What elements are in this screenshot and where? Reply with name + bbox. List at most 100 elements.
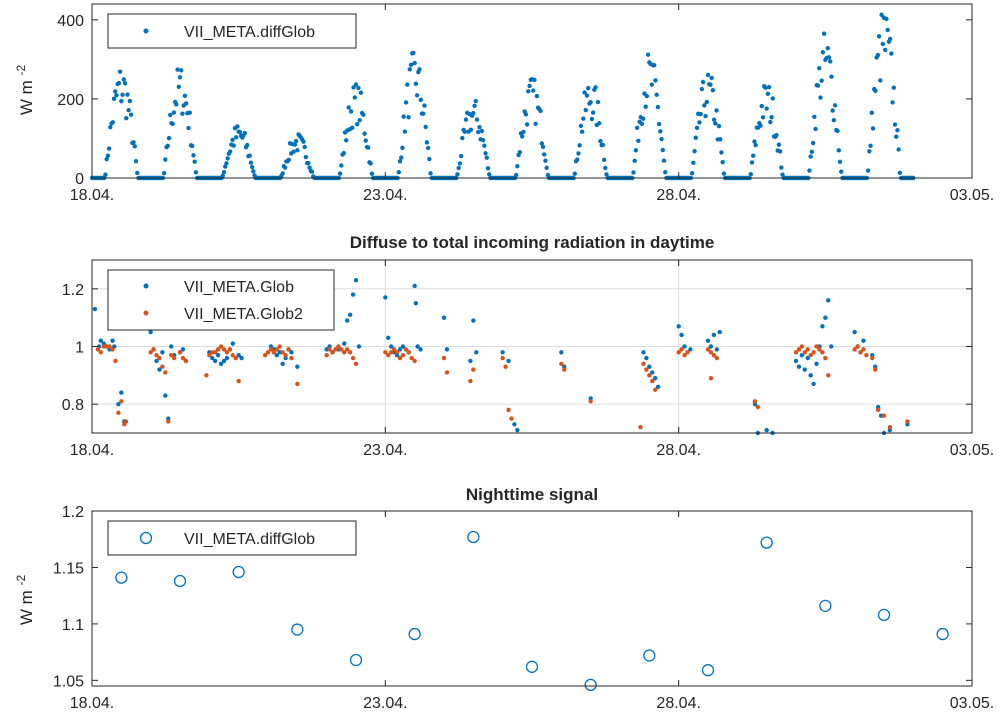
panel-2-data-point xyxy=(116,401,121,407)
panel-2-data-point xyxy=(559,361,564,366)
panel-1-data-point xyxy=(424,140,430,145)
panel-1-data-point xyxy=(779,165,784,170)
panel-2-legend-label-glob: VII_META.Glob xyxy=(184,279,294,296)
panel-2-data-point xyxy=(852,329,857,335)
panel-2-data-point xyxy=(887,425,893,430)
panel-1-y-tick-label: 400 xyxy=(57,13,84,30)
panel-2-data-point xyxy=(277,344,282,349)
panel-2-data-point xyxy=(183,358,189,364)
panel-2-data-point xyxy=(180,355,186,361)
panel-1-data-point xyxy=(224,161,229,166)
panel-1-data-point xyxy=(182,93,188,99)
panel-1-data-point xyxy=(457,161,463,166)
panel-1-data-point xyxy=(400,145,405,151)
panel-1-data-point xyxy=(633,148,639,153)
panel-1-data-point xyxy=(301,139,306,144)
panel-2-data-point xyxy=(641,350,646,355)
panel-1-data-point xyxy=(636,138,641,143)
panel-2-data-point xyxy=(682,352,687,358)
panel-1-data-point xyxy=(125,92,130,97)
panel-1-data-point xyxy=(458,153,464,159)
panel-2-data-point xyxy=(391,347,397,352)
panel-1-data-point xyxy=(711,117,717,122)
panel-1-data-point xyxy=(186,125,191,131)
panel-2-data-point xyxy=(218,361,224,366)
panel-1-data-point xyxy=(427,156,432,162)
panel-1-data-point xyxy=(119,98,124,104)
panel-1-data-point xyxy=(474,117,480,122)
panel-1-data-point xyxy=(455,172,460,177)
panel-1-data-point xyxy=(485,166,491,171)
panel-1-data-point xyxy=(758,123,763,128)
panel-2-data-point xyxy=(714,355,719,361)
panel-1-data-point xyxy=(353,82,359,87)
panel-1-data-point xyxy=(403,100,409,105)
panel-1-data-point xyxy=(579,129,585,134)
panel-1-data-point xyxy=(472,103,477,108)
panel-2-data-point xyxy=(157,367,162,372)
panel-2-data-point xyxy=(655,384,661,390)
panel-3-y-axis-label: W m -2 xyxy=(14,575,36,626)
panel-1-data-point xyxy=(691,160,696,165)
panel-2-data-point xyxy=(503,364,508,369)
panel-1-data-point xyxy=(468,127,474,133)
panel-2-title: Diffuse to total incoming radiation in d… xyxy=(350,233,715,252)
panel-1-data-point xyxy=(191,153,196,158)
panel-2-data-point xyxy=(641,361,646,366)
panel-1-data-point xyxy=(835,128,840,134)
panel-1-data-point xyxy=(122,81,128,86)
panel-1-data-point xyxy=(589,116,595,122)
panel-2-data-point xyxy=(213,358,218,364)
panel-2-data-point xyxy=(350,355,356,361)
panel-2-data-point xyxy=(148,329,153,335)
panel-3-x-tick-label: 23.04. xyxy=(363,695,407,712)
panel-nighttime-signal: Nighttime signal 18.04. 23.04. 28.04. 03.05… xyxy=(14,485,994,712)
panel-1-data-point xyxy=(700,79,706,85)
panel-2-data-point xyxy=(638,425,643,430)
panel-2-x-tick-label: 28.04. xyxy=(656,442,700,459)
panel-2-data-point xyxy=(151,347,156,352)
panel-2-data-point xyxy=(160,350,165,355)
panel-1-data-point xyxy=(225,156,230,161)
panel-1-data-point xyxy=(661,158,667,163)
panel-1-data-point xyxy=(890,100,895,105)
panel-2-data-point xyxy=(356,344,362,349)
panel-1-data-point xyxy=(362,131,367,136)
panel-1-data-point xyxy=(643,104,648,109)
panel-2-data-point xyxy=(799,352,805,358)
panel-2-data-point xyxy=(676,324,681,329)
panel-1-data-point xyxy=(339,163,344,168)
panel-1-data-point xyxy=(831,117,837,123)
panel-1-x-tick-label: 28.04. xyxy=(656,187,700,204)
panel-1-data-point xyxy=(583,107,588,113)
panel-2-data-point xyxy=(95,347,101,352)
panel-1-data-point xyxy=(161,171,167,176)
panel-3-data-point xyxy=(525,660,539,673)
panel-2-data-point xyxy=(295,381,300,387)
panel-1-data-point xyxy=(763,85,768,90)
panel-2-data-point xyxy=(905,419,910,424)
panel-1-data-point xyxy=(593,85,598,90)
panel-1-data-point xyxy=(421,111,426,116)
panel-1-data-point xyxy=(192,159,197,164)
panel-2-data-point xyxy=(506,407,511,413)
panel-2-data-point xyxy=(163,393,168,398)
panel-2-data-point xyxy=(805,355,810,361)
panel-2-data-point xyxy=(383,295,388,300)
panel-1-data-point xyxy=(654,92,659,97)
panel-1-data-point xyxy=(894,134,899,139)
panel-1-data-point xyxy=(126,108,131,113)
panel-1-data-point xyxy=(897,170,903,176)
panel-1-legend-label: VII_META.diffGlob xyxy=(184,24,315,41)
panel-2-data-point xyxy=(207,352,212,358)
panel-1-data-point xyxy=(887,36,893,42)
panel-2-data-point xyxy=(811,381,816,387)
panel-2-data-point xyxy=(506,358,511,364)
panel-2-data-point xyxy=(682,344,687,349)
panel-2-data-point xyxy=(688,347,693,352)
panel-2-data-point xyxy=(230,341,235,346)
panel-1-data-point xyxy=(807,168,812,173)
panel-1-data-point xyxy=(895,127,900,133)
panel-3-legend-box xyxy=(107,520,357,556)
